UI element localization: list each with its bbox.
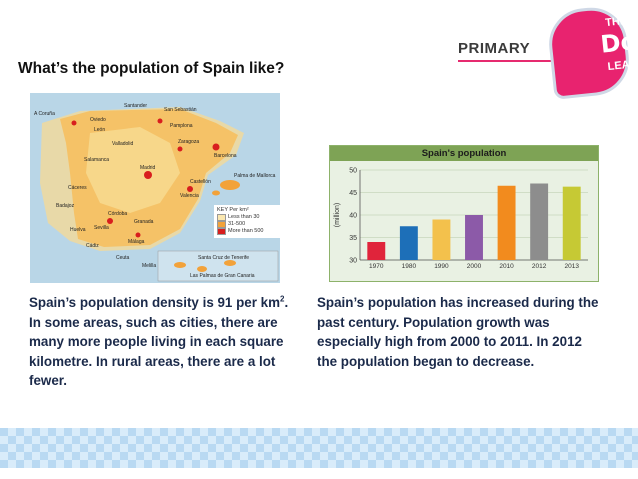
y-axis-label: (million) (334, 203, 341, 228)
bar-1980 (399, 226, 418, 260)
map-label-city: Oviedo (90, 117, 106, 123)
map-key-row: Less than 30 (217, 214, 277, 222)
map-key-label: Less than 30 (228, 214, 260, 221)
city-bilbao (157, 118, 163, 124)
y-tick-label: 50 (349, 168, 357, 175)
map-label-city: Barcelona (214, 153, 237, 159)
spain-population-density-map: A Coruña Santander San Sebastián Oviedo … (30, 93, 280, 283)
map-key-row: 31-500 (217, 221, 277, 229)
map-key-row: More than 500 (217, 228, 277, 236)
y-tick-label: 30 (349, 258, 357, 265)
city-a-coruna (71, 120, 77, 126)
chart-title: Spain's population (330, 146, 598, 161)
map-label-city: Valencia (180, 193, 199, 199)
map-label-city: Valladolid (112, 141, 134, 147)
canary-island (174, 262, 186, 268)
map-label-city: Granada (134, 219, 154, 225)
x-tick-label: 2012 (532, 263, 547, 270)
y-tick-label: 40 (349, 213, 357, 220)
city-malaga (135, 232, 141, 238)
bar-2010 (497, 185, 516, 260)
map-label-city: Sevilla (94, 225, 109, 231)
bar-2000 (465, 215, 483, 260)
density-superscript: 2 (280, 294, 285, 304)
map-key: KEY Per km² Less than 30 31-500 More tha… (214, 205, 280, 238)
growth-paragraph: Spain’s population has increased during … (317, 295, 599, 369)
map-label-city: Huelva (70, 227, 86, 233)
city-valencia (187, 186, 193, 192)
map-label-city: Badajoz (56, 203, 75, 209)
x-tick-label: 1990 (434, 263, 449, 270)
canary-island (197, 266, 207, 272)
map-label-city: Castellón (190, 179, 211, 185)
ibiza-island (212, 190, 220, 196)
x-tick-label: 1980 (402, 263, 417, 270)
density-text-2: . In some areas, such as cities, there a… (29, 295, 289, 388)
map-label-city: Madrid (140, 165, 156, 171)
map-label-city: A Coruña (34, 111, 55, 117)
key-swatch-mid (217, 221, 226, 229)
city-madrid (144, 171, 152, 179)
primary-underline (458, 60, 554, 62)
map-label-city: Melilla (142, 263, 157, 269)
slide-title: What’s the population of Spain like? (18, 60, 285, 77)
city-sevilla (107, 218, 113, 224)
map-label-city: Cáceres (68, 185, 87, 191)
map-key-label: 31-500 (228, 221, 246, 228)
canary-inset (157, 250, 279, 282)
y-tick-label: 35 (349, 235, 357, 242)
x-tick-label: 2013 (564, 263, 579, 270)
bar-1990 (432, 219, 451, 260)
map-key-label: More than 500 (228, 228, 264, 235)
x-tick-label: 2000 (467, 263, 482, 270)
x-tick-label: 1970 (369, 263, 384, 270)
map-label-city: Zaragoza (178, 139, 200, 145)
map-label-city: León (94, 127, 106, 133)
map-label-city: Palma de Mallorca (234, 173, 276, 179)
map-label-city: Santander (124, 103, 148, 109)
map-label-city: Santa Cruz de Tenerife (198, 255, 250, 261)
y-tick-label: 45 (349, 190, 357, 197)
map-label-city: Córdoba (108, 211, 128, 217)
key-swatch-high (217, 228, 226, 236)
x-tick-label: 2010 (499, 263, 514, 270)
density-text-1: Spain’s population density is 91 per km (29, 295, 281, 310)
checkered-footer-band (0, 428, 638, 468)
density-paragraph: Spain’s population density is 91 per km2… (29, 293, 289, 391)
map-label-city: Ceuta (116, 255, 130, 261)
city-barcelona (212, 143, 220, 151)
map-label-city: Cádiz (86, 243, 99, 249)
bar-2013 (562, 186, 581, 260)
map-label-city: Salamanca (84, 157, 110, 163)
primary-label: PRIMARY (458, 40, 531, 57)
map-label-city: Las Palmas de Gran Canaria (190, 273, 255, 279)
map-key-title: KEY Per km² (217, 207, 249, 213)
think-do-learn-badge: THINK Do! LEARN (545, 4, 638, 100)
chart-svg: (million) 30 35 40 45 50 1970 1980 1990 2000 2010 2… (334, 168, 588, 270)
key-swatch-low (217, 214, 226, 222)
city-zaragoza (177, 146, 183, 152)
canary-island (224, 260, 236, 266)
brand-logo: PRIMARY THINK Do! LEARN (458, 4, 638, 100)
map-label-city: Pamplona (170, 123, 193, 129)
bar-2012 (530, 183, 549, 260)
population-chart: Spain's population (million) 30 35 40 45 50 19… (329, 145, 599, 282)
bar-1970 (367, 242, 386, 260)
map-label-city: San Sebastián (164, 107, 197, 113)
balearic-islands (220, 180, 240, 190)
map-label-city: Málaga (128, 239, 145, 245)
inland-low-density (86, 127, 180, 213)
map-drawing (40, 107, 279, 282)
